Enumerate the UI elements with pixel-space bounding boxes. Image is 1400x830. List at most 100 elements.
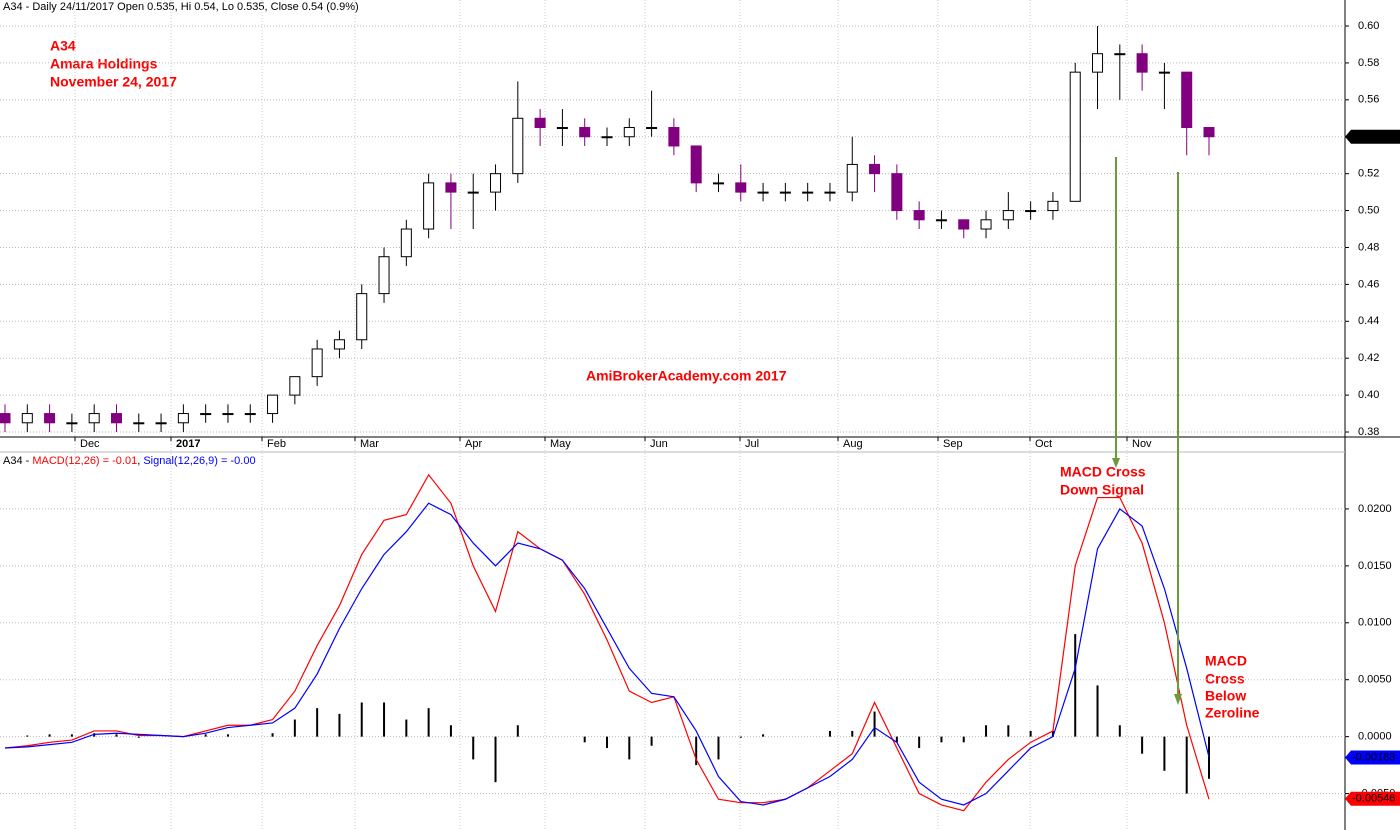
candle-body: [579, 127, 591, 138]
arrows: [1112, 157, 1182, 705]
y-tick-label: 0.44: [1358, 315, 1379, 327]
candle-body: [88, 413, 100, 424]
annotation: Below: [1205, 688, 1246, 704]
candle-body: [1092, 53, 1104, 73]
candle-body: [958, 219, 970, 230]
y-tick-label: 0.60: [1358, 20, 1379, 32]
candle-body: [891, 173, 903, 212]
y-tick-label: 0.46: [1358, 278, 1379, 290]
candle-body: [779, 191, 791, 194]
candle-body: [1047, 200, 1059, 212]
x-tick-label: Nov: [1132, 438, 1152, 450]
candle-body: [1158, 71, 1170, 74]
candle-body: [869, 163, 881, 175]
price-header: A34 - Daily 24/11/2017 Open 0.535, Hi 0.…: [3, 1, 359, 13]
candle-body: [601, 136, 613, 139]
candle-body: [556, 127, 568, 130]
candle-body: [1069, 71, 1081, 202]
candle-body: [490, 173, 502, 193]
candle-body: [44, 413, 56, 424]
candle-body: [222, 413, 234, 416]
candle-body: [155, 422, 167, 425]
arrow-head: [1174, 694, 1182, 705]
y-tick-label: 0.56: [1358, 94, 1379, 106]
y-tick-label: 0.40: [1358, 389, 1379, 401]
y-tick-label: 0.58: [1358, 57, 1379, 69]
y-tick-label: 0.52: [1358, 168, 1379, 180]
series-line: [4, 502, 1210, 806]
candle-body: [735, 182, 747, 193]
annotation: MACD: [1205, 653, 1247, 669]
x-tick-label: Dec: [80, 438, 100, 450]
candle-body: [423, 182, 435, 230]
candle-body: [1136, 53, 1148, 73]
series-line: [4, 473, 1210, 812]
legend-entry: MACD(12,26) = -0.01: [32, 455, 137, 467]
y-tick-label: 0.0000: [1358, 731, 1392, 743]
y-tick-label: 0.0200: [1358, 503, 1392, 515]
candle-body: [802, 191, 814, 194]
candle-body: [400, 228, 412, 258]
candle-body: [445, 182, 457, 193]
annotation: MACD Cross: [1060, 464, 1146, 480]
candle-body: [1025, 210, 1037, 213]
candle-body: [935, 219, 947, 222]
candle-body: [244, 413, 256, 416]
x-tick-label: Jun: [650, 438, 668, 450]
candle-body: [1203, 127, 1215, 138]
x-tick-label: Jul: [745, 438, 759, 450]
macd-header: A34 - MACD(12,26) = -0.01, Signal(12,26,…: [3, 455, 256, 467]
x-tick-label: 2017: [176, 438, 200, 450]
candle-body: [1114, 53, 1126, 56]
y-tick-label: 0.0150: [1358, 560, 1392, 572]
value-badge-label: -0.00183: [1352, 751, 1395, 763]
candle-body: [712, 182, 724, 185]
legend-entry: Signal(12,26,9) = -0.00: [143, 455, 255, 467]
candle-body: [21, 413, 33, 424]
candle-body: [534, 117, 546, 129]
candle-body: [824, 191, 836, 194]
annotation: Zeroline: [1205, 705, 1260, 721]
x-tick-label: Aug: [843, 438, 863, 450]
annotation: Cross: [1205, 671, 1245, 687]
value-badge-label: -0.00546: [1352, 793, 1395, 805]
candle-body: [200, 413, 212, 416]
value-badge: [1345, 129, 1400, 144]
y-tick-label: 0.50: [1358, 204, 1379, 216]
x-tick-label: May: [550, 438, 571, 450]
candle-body: [0, 413, 11, 424]
candle-body: [1181, 71, 1193, 129]
y-tick-label: 0.42: [1358, 352, 1379, 364]
x-tick-label: Sep: [943, 438, 963, 450]
value-badge-label: 0.54: [1352, 131, 1373, 143]
value-badge: [1345, 750, 1400, 765]
annotation: Down Signal: [1060, 482, 1144, 498]
candle-body: [623, 127, 635, 138]
arrow-head: [1112, 458, 1120, 468]
candle-body: [177, 413, 189, 424]
candle-body: [356, 293, 368, 341]
header-part: ,: [137, 455, 143, 467]
candle-body: [333, 339, 345, 350]
y-tick-label: 0.0050: [1358, 674, 1392, 686]
x-tick-label: Mar: [360, 438, 379, 450]
candle-body: [646, 127, 658, 130]
annotation: November 24, 2017: [50, 74, 177, 90]
candle-body: [110, 413, 122, 424]
watermark: AmiBrokerAcademy.com 2017: [586, 368, 787, 384]
value-badge: [1345, 791, 1400, 806]
candle-body: [668, 127, 680, 147]
x-tick-label: Apr: [465, 438, 482, 450]
candle-body: [311, 348, 323, 378]
candle-body: [133, 422, 145, 425]
candle-body: [1002, 210, 1014, 221]
candle-body: [846, 163, 858, 193]
x-tick-label: Oct: [1035, 438, 1052, 450]
candle-body: [467, 191, 479, 194]
candle-body: [378, 256, 390, 295]
annotation: Amara Holdings: [50, 56, 158, 72]
candle-body: [690, 145, 702, 184]
y-tick-label: 0.0100: [1358, 617, 1392, 629]
y-tick-label: 0.48: [1358, 241, 1379, 253]
candle-body: [980, 219, 992, 230]
